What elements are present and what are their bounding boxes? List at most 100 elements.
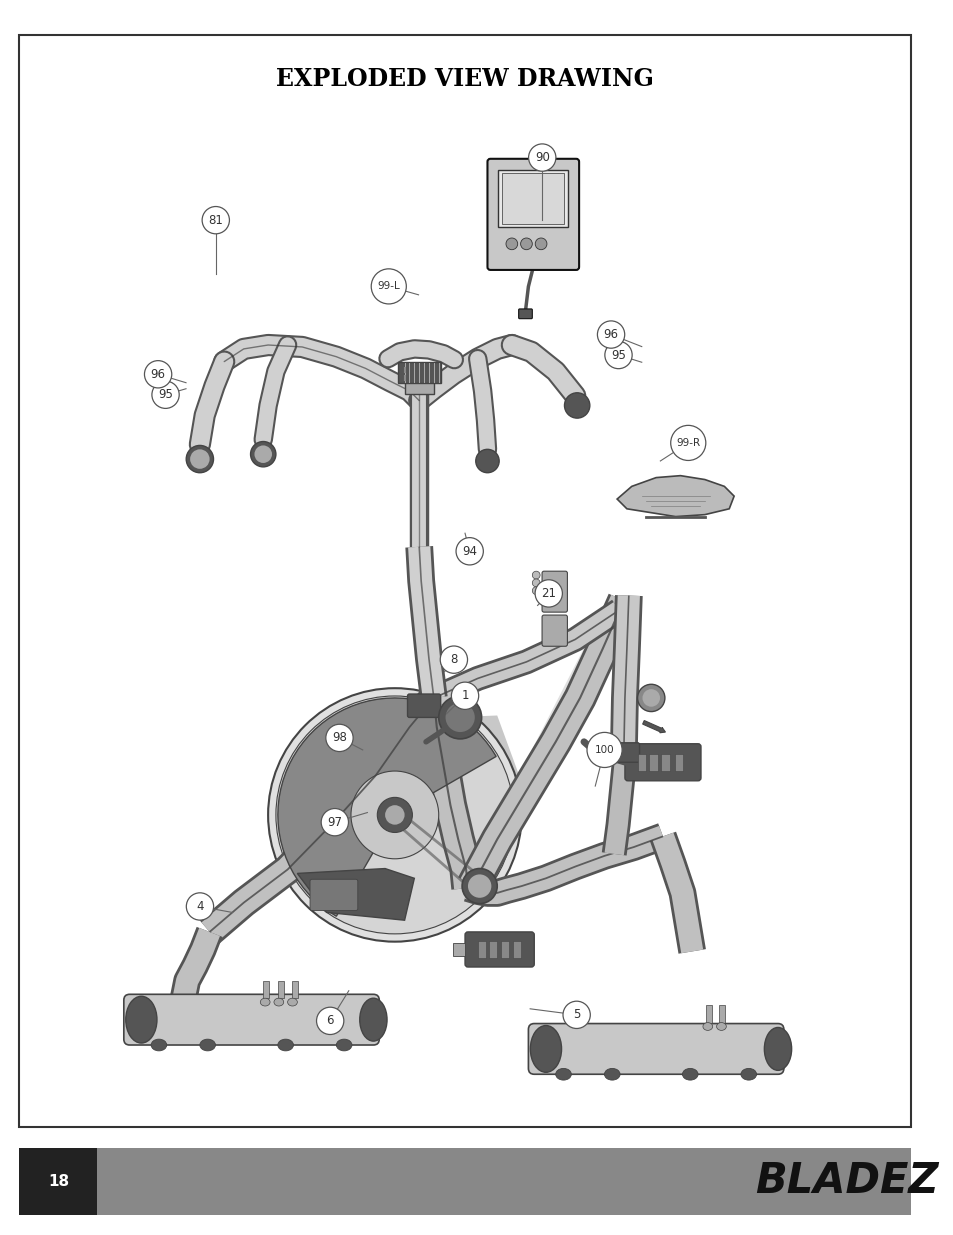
- Text: 100: 100: [594, 745, 614, 755]
- Ellipse shape: [556, 1068, 571, 1081]
- Bar: [501, 173, 564, 224]
- Text: EXPLODED VIEW DRAWING: EXPLODED VIEW DRAWING: [275, 67, 654, 91]
- Bar: [477, 941, 485, 958]
- Bar: [674, 753, 682, 771]
- FancyBboxPatch shape: [541, 572, 567, 613]
- Text: 96: 96: [603, 329, 618, 341]
- Bar: [489, 941, 497, 958]
- Circle shape: [451, 682, 478, 709]
- Circle shape: [326, 724, 353, 752]
- Polygon shape: [297, 868, 414, 920]
- Circle shape: [532, 572, 539, 579]
- Text: 98: 98: [332, 731, 347, 745]
- Circle shape: [321, 809, 348, 836]
- FancyBboxPatch shape: [487, 159, 578, 270]
- Ellipse shape: [199, 1039, 215, 1051]
- Ellipse shape: [681, 1068, 698, 1081]
- Ellipse shape: [530, 1025, 561, 1072]
- Bar: [404, 377, 434, 394]
- Circle shape: [637, 684, 664, 711]
- FancyBboxPatch shape: [518, 309, 532, 319]
- Bar: [277, 981, 283, 998]
- Text: 4: 4: [196, 900, 204, 913]
- Bar: [397, 362, 440, 383]
- FancyBboxPatch shape: [124, 994, 379, 1045]
- FancyArrow shape: [642, 720, 665, 732]
- Circle shape: [535, 579, 562, 608]
- Circle shape: [439, 646, 467, 673]
- Bar: [637, 753, 646, 771]
- Circle shape: [254, 446, 272, 463]
- Circle shape: [604, 341, 632, 369]
- Text: 5: 5: [573, 1008, 579, 1021]
- Ellipse shape: [287, 998, 297, 1007]
- Ellipse shape: [126, 997, 157, 1044]
- Circle shape: [586, 732, 621, 767]
- Text: 18: 18: [48, 1174, 69, 1189]
- FancyBboxPatch shape: [464, 932, 534, 967]
- Circle shape: [371, 269, 406, 304]
- Text: 6: 6: [326, 1014, 334, 1028]
- Bar: [649, 753, 658, 771]
- Ellipse shape: [260, 998, 270, 1007]
- Circle shape: [532, 579, 539, 587]
- FancyBboxPatch shape: [610, 742, 639, 762]
- Circle shape: [468, 874, 491, 898]
- Circle shape: [385, 805, 404, 825]
- Text: 99-L: 99-L: [377, 282, 399, 291]
- Circle shape: [562, 1002, 590, 1029]
- Bar: [660, 753, 669, 771]
- Circle shape: [445, 703, 475, 732]
- Bar: [263, 981, 269, 998]
- FancyBboxPatch shape: [624, 743, 700, 781]
- Bar: [719, 1005, 724, 1023]
- Ellipse shape: [336, 1039, 352, 1051]
- Text: 95: 95: [158, 388, 172, 401]
- Circle shape: [670, 425, 705, 461]
- FancyBboxPatch shape: [528, 1024, 783, 1074]
- Circle shape: [144, 361, 172, 388]
- Polygon shape: [448, 715, 526, 883]
- Ellipse shape: [359, 998, 387, 1041]
- Circle shape: [528, 144, 556, 172]
- Circle shape: [532, 587, 539, 594]
- Circle shape: [456, 537, 483, 564]
- Text: BLADEZ: BLADEZ: [755, 1161, 938, 1203]
- Bar: [500, 941, 508, 958]
- Bar: [19, 1149, 909, 1215]
- Ellipse shape: [604, 1068, 619, 1081]
- Circle shape: [316, 1008, 343, 1035]
- Text: 8: 8: [450, 653, 457, 666]
- Ellipse shape: [274, 998, 283, 1007]
- Bar: [497, 169, 568, 227]
- Text: 94: 94: [461, 545, 476, 558]
- Circle shape: [351, 771, 438, 858]
- Circle shape: [275, 697, 514, 934]
- Circle shape: [597, 321, 624, 348]
- Circle shape: [376, 798, 412, 832]
- Circle shape: [190, 450, 210, 469]
- Ellipse shape: [702, 1023, 712, 1030]
- Circle shape: [505, 238, 517, 249]
- Circle shape: [520, 238, 532, 249]
- Text: 81: 81: [208, 214, 223, 227]
- Bar: [453, 942, 464, 956]
- Circle shape: [186, 893, 213, 920]
- Ellipse shape: [151, 1039, 167, 1051]
- Bar: [293, 981, 298, 998]
- Polygon shape: [434, 599, 623, 888]
- Text: 21: 21: [540, 587, 556, 600]
- Circle shape: [461, 868, 497, 904]
- Circle shape: [438, 697, 481, 739]
- Circle shape: [535, 238, 546, 249]
- FancyBboxPatch shape: [310, 879, 357, 910]
- Text: 97: 97: [327, 815, 342, 829]
- Text: 96: 96: [151, 368, 166, 380]
- Circle shape: [268, 688, 521, 941]
- Bar: [513, 941, 520, 958]
- Ellipse shape: [716, 1023, 725, 1030]
- Ellipse shape: [740, 1068, 756, 1081]
- Text: 95: 95: [611, 348, 625, 362]
- Circle shape: [564, 393, 589, 419]
- Ellipse shape: [763, 1028, 791, 1071]
